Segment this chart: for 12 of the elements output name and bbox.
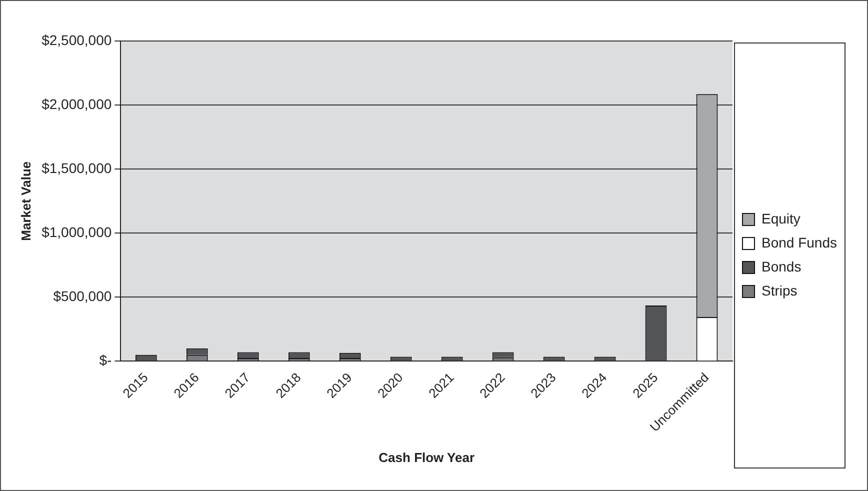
- legend-label: Equity: [762, 210, 800, 226]
- x-axis-title: Cash Flow Year: [378, 450, 475, 465]
- y-tick-label: $1,000,000: [42, 224, 112, 240]
- y-tick-label: $1,500,000: [42, 160, 112, 176]
- y-tick-label: $500,000: [53, 288, 112, 304]
- y-tick-label: $-: [99, 352, 112, 368]
- legend-label: Bonds: [762, 258, 802, 274]
- y-tick-label: $2,000,000: [42, 96, 112, 112]
- legend-label: Bond Funds: [762, 234, 838, 250]
- y-tick-label: $2,500,000: [42, 32, 112, 48]
- y-axis-title: Market Value: [18, 161, 34, 241]
- legend-label: Strips: [762, 282, 798, 298]
